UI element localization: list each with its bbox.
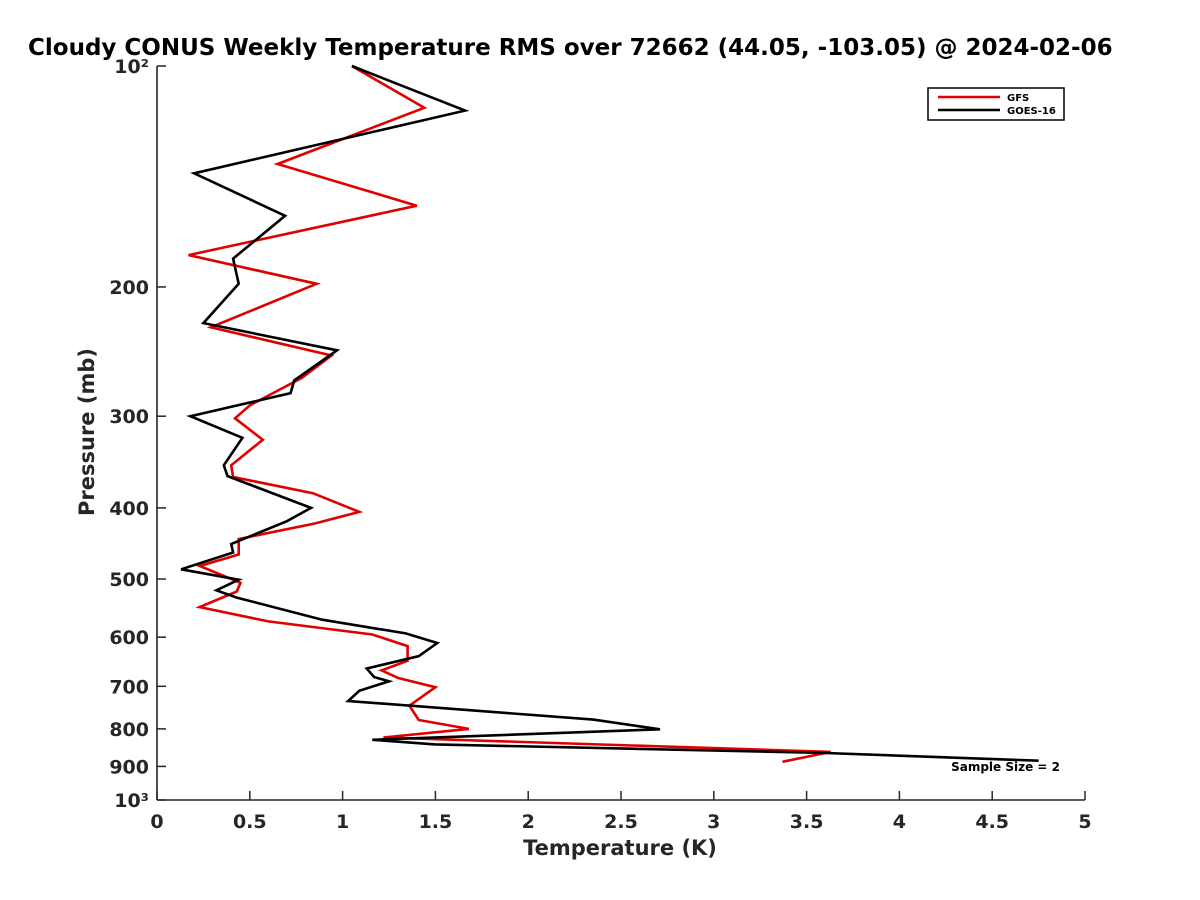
y-tick-label: 500 xyxy=(109,569,149,591)
series-lines xyxy=(180,64,1039,764)
y-tick-label: 300 xyxy=(109,406,149,428)
x-tick-label: 2.5 xyxy=(604,811,638,833)
series-line-goes-16 xyxy=(180,64,1039,762)
x-tick-label: 2 xyxy=(522,811,535,833)
axes-lines xyxy=(156,66,1085,801)
legend-label: GOES-16 xyxy=(1007,106,1056,117)
x-tick-label: 0 xyxy=(150,811,163,833)
x-tick-label: 4 xyxy=(893,811,906,833)
y-tick-label: 10³ xyxy=(114,790,149,812)
x-tick-label: 1 xyxy=(336,811,349,833)
y-tick-label: 900 xyxy=(109,756,149,778)
y-tick-label: 400 xyxy=(109,498,149,520)
series-line-gfs xyxy=(188,64,831,764)
x-tick-label: 0.5 xyxy=(233,811,267,833)
y-tick-label: 800 xyxy=(109,719,149,741)
x-tick-label: 3 xyxy=(707,811,720,833)
legend-box xyxy=(927,87,1065,121)
x-axis-label: Temperature (K) xyxy=(523,836,717,860)
sample-size-annotation: Sample Size = 2 xyxy=(951,760,1060,774)
x-tick-label: 5 xyxy=(1078,811,1091,833)
y-tick-label: 600 xyxy=(109,627,149,649)
chart-title: Cloudy CONUS Weekly Temperature RMS over… xyxy=(28,35,1113,61)
x-axis-ticks: 0 0.5 1 1.5 2 2.5 3 3.5 4 4.5 5 xyxy=(150,791,1092,833)
legend-label: GFS xyxy=(1007,93,1029,104)
plot-area xyxy=(157,66,1085,800)
x-tick-label: 4.5 xyxy=(975,811,1009,833)
legend: GFS GOES-16 xyxy=(927,87,1065,121)
y-tick-label: 200 xyxy=(109,277,149,299)
y-axis-ticks: 10² 200 300 400 500 600 700 800 900 10³ xyxy=(109,56,166,812)
plot-background xyxy=(157,66,1085,800)
y-tick-label: 10² xyxy=(114,56,149,78)
y-axis-label: Pressure (mb) xyxy=(75,348,99,516)
y-tick-label: 700 xyxy=(109,676,149,698)
x-tick-label: 3.5 xyxy=(790,811,824,833)
x-tick-label: 1.5 xyxy=(419,811,453,833)
